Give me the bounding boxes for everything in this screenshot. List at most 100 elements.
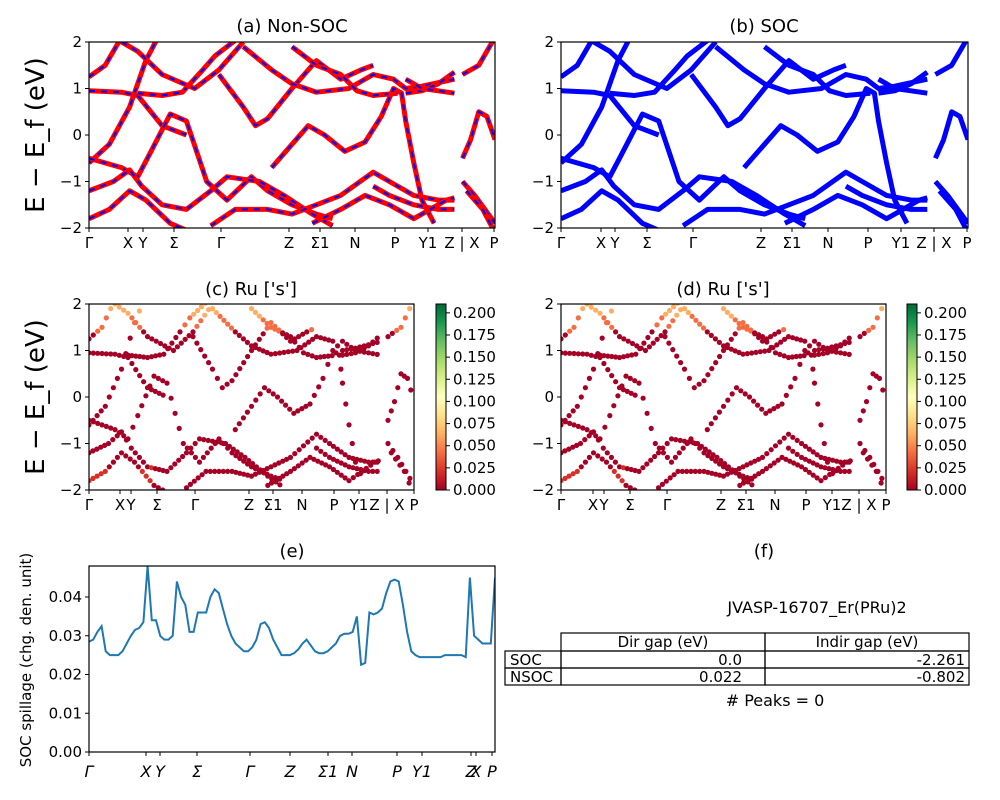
band-point — [95, 350, 101, 356]
band-point — [705, 469, 711, 475]
band-point — [346, 464, 352, 470]
band-point — [842, 468, 848, 474]
band-point — [692, 468, 698, 474]
band-point — [624, 466, 630, 472]
band-point — [623, 373, 629, 379]
band-point — [728, 469, 734, 475]
band-line-overlay — [218, 59, 374, 128]
band-point — [801, 353, 807, 359]
x-tick-label: Y — [137, 234, 148, 252]
band-point — [621, 336, 627, 342]
band-point — [244, 409, 250, 415]
panel-d-points — [561, 304, 886, 490]
band-point — [615, 393, 621, 399]
band-point — [806, 446, 812, 452]
band-point — [133, 367, 139, 373]
band-point — [105, 440, 112, 447]
band-point — [287, 454, 294, 460]
band-point — [220, 468, 226, 474]
x-tick-label: P — [863, 234, 872, 252]
band-point — [313, 354, 320, 361]
colorbar-tick-label: 0.100 — [924, 392, 967, 410]
band-point — [794, 336, 800, 342]
band-point — [567, 350, 573, 356]
band-point — [135, 464, 141, 470]
band-point — [807, 343, 813, 349]
panel-e-title: (e) — [279, 541, 304, 562]
y-tick-label: 0.02 — [49, 666, 82, 684]
band-point — [276, 475, 282, 481]
band-point — [326, 337, 332, 343]
band-point — [806, 469, 812, 475]
band-point — [751, 398, 757, 404]
band-point — [322, 336, 328, 342]
band-point — [607, 464, 614, 470]
x-tick-label: Y1 — [418, 234, 438, 252]
band-point — [860, 450, 866, 456]
band-point — [160, 378, 166, 384]
band-point — [605, 353, 611, 359]
band-point — [837, 343, 844, 349]
band-point — [666, 340, 672, 346]
band-point — [168, 395, 174, 401]
band-point — [829, 348, 835, 354]
x-tick-label: Γ — [217, 234, 226, 252]
band-point — [590, 429, 597, 435]
band-line — [216, 58, 375, 129]
band-line — [561, 167, 807, 228]
band-line — [783, 192, 928, 226]
colorbar-tick-label: 0.150 — [453, 348, 496, 366]
band-point — [701, 468, 707, 474]
table-cell-dir: 0.0 — [718, 651, 742, 669]
band-point — [156, 466, 162, 473]
band-point — [613, 329, 619, 335]
band-point — [182, 322, 188, 328]
x-tick-label: N — [349, 234, 360, 252]
band-point — [110, 459, 116, 465]
band-point — [218, 440, 224, 446]
band-point — [629, 352, 635, 358]
band-point — [161, 351, 167, 357]
band-line — [689, 58, 847, 129]
y-tick-label: 1 — [544, 80, 554, 98]
band-point — [248, 306, 255, 312]
x-tick-label: Y1 — [822, 496, 842, 514]
band-point — [160, 487, 166, 490]
band-point — [802, 466, 809, 473]
band-point — [192, 454, 198, 460]
panel-a-bands — [89, 42, 495, 228]
x-tick-label: Γ — [85, 762, 95, 781]
band-point — [779, 401, 785, 407]
band-point — [611, 468, 617, 474]
band-point — [679, 468, 685, 474]
x-tick-label: Σ1 — [782, 234, 801, 252]
band-point — [186, 333, 192, 339]
band-point — [627, 375, 633, 381]
band-point — [256, 469, 262, 475]
y-tick-label: 0.00 — [49, 743, 82, 761]
band-point — [155, 485, 161, 490]
band-point — [783, 392, 789, 398]
band-point — [744, 351, 750, 357]
band-line — [561, 42, 594, 79]
band-point — [110, 437, 116, 443]
band-point — [655, 485, 662, 490]
band-point — [121, 307, 127, 313]
band-line — [561, 188, 660, 228]
band-point — [361, 345, 367, 351]
band-point — [574, 403, 580, 409]
y-tick-label: 1 — [72, 80, 82, 98]
band-point — [232, 427, 238, 433]
band-point — [645, 334, 651, 341]
band-point — [265, 473, 271, 479]
panel-c-points — [89, 304, 414, 490]
band-point — [616, 334, 623, 340]
band-line — [89, 188, 188, 228]
band-point — [816, 347, 822, 353]
band-point — [595, 453, 601, 459]
band-point — [338, 366, 344, 372]
band-point — [814, 475, 820, 481]
band-point — [644, 410, 650, 416]
band-point — [768, 334, 774, 340]
band-point — [252, 471, 258, 477]
